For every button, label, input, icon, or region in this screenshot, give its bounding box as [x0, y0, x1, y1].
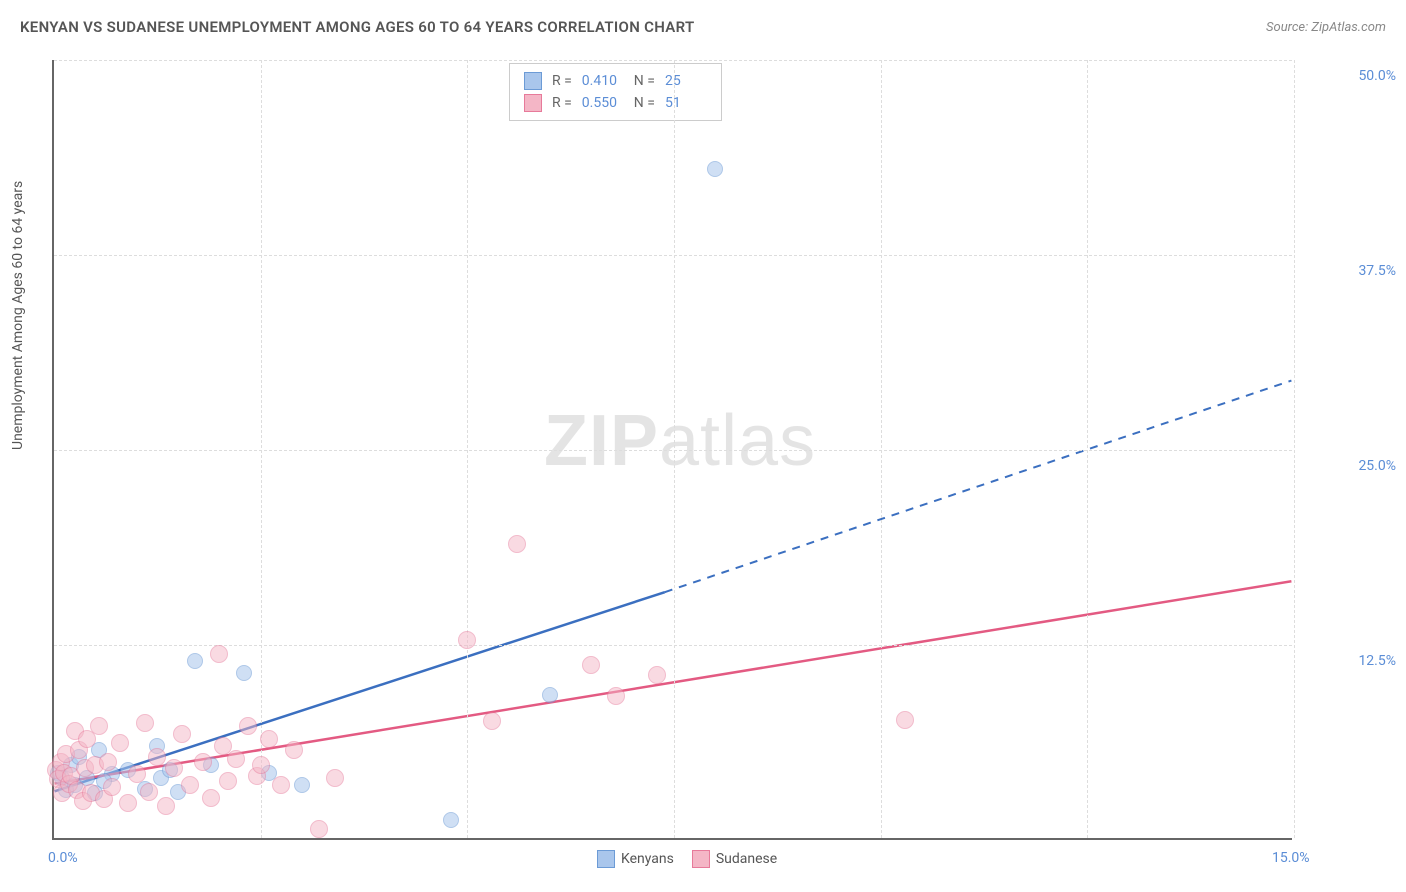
scatter-point [542, 687, 558, 703]
plot-area: ZIPatlas R =0.410N =25R =0.550N =51 12.5… [52, 60, 1292, 840]
y-tick-label: 50.0% [1306, 68, 1396, 84]
scatter-point [173, 725, 191, 743]
scatter-point [136, 714, 154, 732]
scatter-point [272, 776, 290, 794]
scatter-point [310, 820, 328, 838]
scatter-point [140, 783, 158, 801]
gridline-horizontal [54, 645, 1292, 646]
series-legend-item: Kenyans [597, 850, 674, 868]
scatter-point [181, 776, 199, 794]
scatter-point [294, 777, 310, 793]
scatter-point [148, 748, 166, 766]
stat-n-label: N = [634, 95, 655, 111]
gridline-vertical [467, 60, 468, 838]
legend-swatch [524, 72, 542, 90]
scatter-point [194, 753, 212, 771]
gridline-horizontal [54, 255, 1292, 256]
series-legend-label: Sudanese [716, 851, 777, 867]
scatter-point [582, 656, 600, 674]
scatter-point [210, 645, 228, 663]
scatter-point [157, 797, 175, 815]
series-legend-item: Sudanese [692, 850, 777, 868]
stat-r-label: R = [552, 73, 572, 89]
gridline-vertical [1294, 60, 1295, 838]
scatter-point [119, 794, 137, 812]
legend-swatch [524, 94, 542, 112]
scatter-point [252, 756, 270, 774]
scatter-point [103, 778, 121, 796]
title-bar: KENYAN VS SUDANESE UNEMPLOYMENT AMONG AG… [20, 18, 1386, 36]
gridline-horizontal [54, 450, 1292, 451]
y-tick-label: 25.0% [1306, 458, 1396, 474]
stats-row: R = 0.410 N = 25 [524, 70, 707, 92]
scatter-point [165, 759, 183, 777]
scatter-point [260, 730, 278, 748]
source-label: Source: ZipAtlas.com [1266, 20, 1386, 35]
scatter-point [648, 666, 666, 684]
stat-n-value: 51 [665, 95, 707, 111]
scatter-point [239, 717, 257, 735]
scatter-point [707, 161, 723, 177]
stat-n-value: 25 [665, 73, 707, 89]
y-tick-label: 37.5% [1306, 263, 1396, 279]
scatter-point [896, 711, 914, 729]
scatter-point [508, 535, 526, 553]
stats-legend: R = 0.410 N = 25 R = 0.550 N = 51 [509, 63, 722, 121]
scatter-point [236, 665, 252, 681]
scatter-point [227, 750, 245, 768]
gridline-vertical [1087, 60, 1088, 838]
chart-title: KENYAN VS SUDANESE UNEMPLOYMENT AMONG AG… [20, 18, 694, 36]
legend-swatch [692, 850, 710, 868]
gridline-vertical [674, 60, 675, 838]
scatter-point [607, 687, 625, 705]
scatter-point [99, 753, 117, 771]
scatter-point [285, 741, 303, 759]
stat-n-label: N = [634, 73, 655, 89]
gridline-vertical [261, 60, 262, 838]
stat-r-value: 0.550 [582, 95, 624, 111]
series-legend: Kenyans Sudanese [597, 850, 777, 868]
stat-r-value: 0.410 [582, 73, 624, 89]
scatter-point [90, 717, 108, 735]
y-axis-label: Unemployment Among Ages 60 to 64 years [10, 181, 26, 450]
legend-swatch [597, 850, 615, 868]
scatter-point [483, 712, 501, 730]
series-legend-label: Kenyans [621, 851, 674, 867]
scatter-point [458, 631, 476, 649]
stats-row: R = 0.550 N = 51 [524, 92, 707, 114]
x-tick-label: 15.0% [1272, 850, 1310, 866]
watermark: ZIPatlas [544, 400, 816, 482]
scatter-point [326, 769, 344, 787]
scatter-point [128, 765, 146, 783]
gridline-horizontal [54, 60, 1292, 61]
x-tick-label: 0.0% [48, 850, 78, 866]
stat-r-label: R = [552, 95, 572, 111]
scatter-point [187, 653, 203, 669]
gridline-vertical [881, 60, 882, 838]
scatter-point [111, 734, 129, 752]
scatter-point [219, 772, 237, 790]
trend-line-dashed [665, 381, 1292, 593]
scatter-point [202, 789, 220, 807]
y-tick-label: 12.5% [1306, 653, 1396, 669]
trend-line-solid [55, 592, 665, 791]
scatter-point [443, 812, 459, 828]
